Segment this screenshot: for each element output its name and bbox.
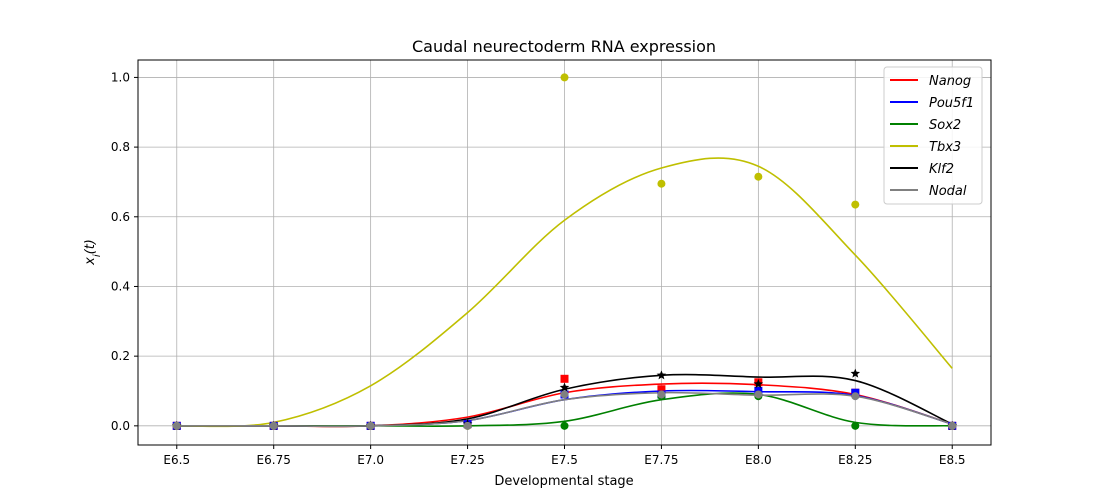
x-tick-label: E8.0 [745,453,772,467]
series-line-nodal [176,391,953,428]
data-point-nodal [560,390,569,399]
x-tick-label: E8.25 [838,453,872,467]
data-point-sox2 [851,421,860,430]
series-line-tbx3 [176,157,953,428]
y-tick-label: 1.0 [111,70,130,84]
series-markers [172,73,957,430]
series-curves [176,157,953,428]
data-point-klf2 [753,379,764,389]
legend-label-sox2: Sox2 [929,118,961,133]
data-point-nodal [366,421,375,430]
data-point-nanog [560,374,569,383]
y-axis-title: xi(t) [83,239,103,266]
y-tick-label: 0.8 [111,140,130,154]
legend-label-pou5f1: Pou5f1 [929,96,974,111]
y-tick-label: 0.4 [111,279,130,293]
data-point-nodal [657,390,666,399]
data-point-nanog [657,385,666,394]
legend-label-nanog: Nanog [929,74,971,89]
y-tick-label: 0.6 [111,210,130,224]
x-tick-label: E7.5 [551,453,578,467]
axis-ticks: E6.5 E6.75 E7.0 E7.25 E7.5 E7.75 E8.0 E8.25 E8.5… [111,70,966,467]
data-point-sox2 [560,421,569,430]
x-tick-label: E7.0 [357,453,384,467]
legend: Nanog Pou5f1 Sox2 Tbx3 Klf2 Nodal [883,66,983,205]
data-point-nodal [172,421,181,430]
data-point-tbx3 [657,179,666,188]
data-point-nodal [463,421,472,430]
data-point-nodal [948,421,957,430]
data-point-tbx3 [754,172,763,181]
x-tick-label: E6.5 [163,453,190,467]
data-point-klf2 [559,382,570,392]
data-point-klf2 [656,370,667,380]
x-tick-label: E6.75 [257,453,291,467]
y-tick-label: 0.2 [111,349,130,363]
data-point-klf2 [850,368,861,378]
x-axis-title: Developmental stage [494,474,633,489]
x-tick-label: E8.5 [939,453,966,467]
legend-label-tbx3: Tbx3 [929,140,961,155]
data-point-tbx3 [560,73,569,82]
x-tick-label: E7.25 [450,453,484,467]
data-point-nodal [754,390,763,399]
x-tick-label: E7.75 [644,453,678,467]
legend-label-klf2: Klf2 [929,162,954,177]
legend-label-nodal: Nodal [929,184,967,199]
chart-title: Caudal neurectoderm RNA expression [412,37,716,56]
data-point-nodal [269,421,278,430]
y-tick-label: 0.0 [111,419,130,433]
data-point-tbx3 [851,200,860,209]
data-point-nodal [851,392,860,401]
